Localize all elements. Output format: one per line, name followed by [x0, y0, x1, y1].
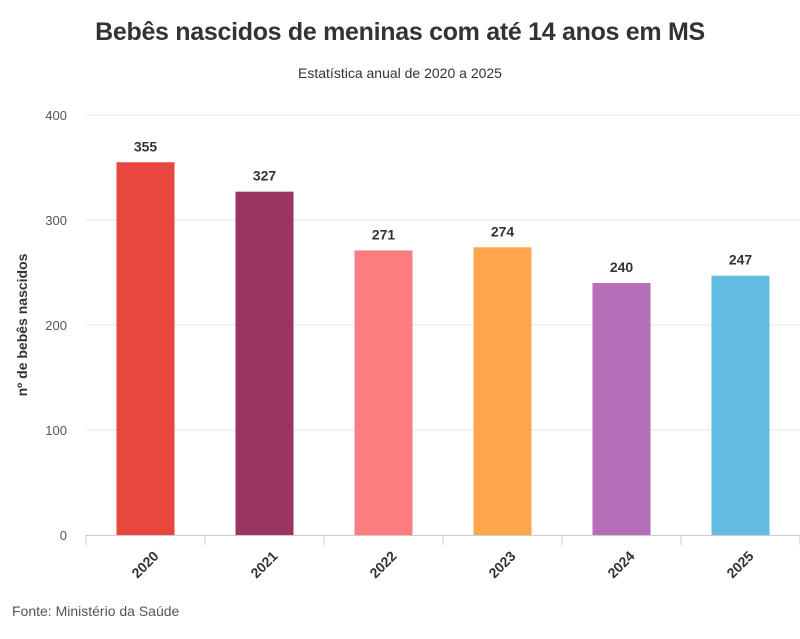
y-tick-label: 400 [45, 108, 67, 123]
x-tick-label-2025: 2025 [723, 548, 756, 581]
y-tick-label: 300 [45, 213, 67, 228]
x-tick-label-2024: 2024 [604, 548, 637, 581]
chart-title: Bebês nascidos de meninas com até 14 ano… [95, 18, 705, 46]
data-label-2024: 240 [610, 259, 634, 275]
y-tick-label: 100 [45, 423, 67, 438]
x-tick-label-2022: 2022 [366, 548, 399, 581]
bar-2023 [473, 247, 532, 536]
source-note: Fonte: Ministério da Saúde [12, 603, 180, 619]
x-tick-label-2020: 2020 [128, 548, 161, 581]
chart-subtitle: Estatística anual de 2020 a 2025 [298, 65, 502, 81]
bar-2021 [235, 191, 294, 535]
bar-2024 [592, 283, 651, 535]
y-axis-ticks: 0 100 200 300 400 [45, 108, 67, 543]
data-label-2020: 355 [134, 138, 158, 154]
gridlines [86, 114, 800, 431]
data-labels: 355 327 271 274 240 247 [134, 138, 753, 275]
y-tick-label: 200 [45, 318, 67, 333]
bars [116, 162, 770, 536]
y-tick-label: 0 [60, 528, 67, 543]
data-label-2022: 271 [372, 226, 396, 242]
bar-2025 [711, 275, 770, 535]
bar-2020 [116, 162, 175, 535]
y-axis-label: nº de bebês nascidos [14, 253, 30, 396]
x-tick-label-2023: 2023 [485, 548, 518, 581]
x-axis: 2020 2021 2022 2023 2024 2025 [85, 535, 800, 581]
x-tick-label-2021: 2021 [247, 548, 280, 581]
data-label-2025: 247 [729, 252, 753, 268]
bar-2022 [354, 250, 413, 535]
data-label-2023: 274 [491, 223, 515, 239]
data-label-2021: 327 [253, 168, 277, 184]
